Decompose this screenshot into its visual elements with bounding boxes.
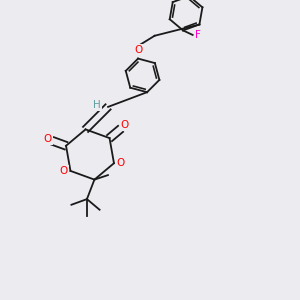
Text: O: O [43,134,52,144]
Text: F: F [195,30,201,40]
Text: O: O [60,166,68,176]
Text: O: O [121,120,129,130]
Text: O: O [134,45,142,55]
Text: O: O [116,158,125,168]
Text: H: H [93,100,101,110]
